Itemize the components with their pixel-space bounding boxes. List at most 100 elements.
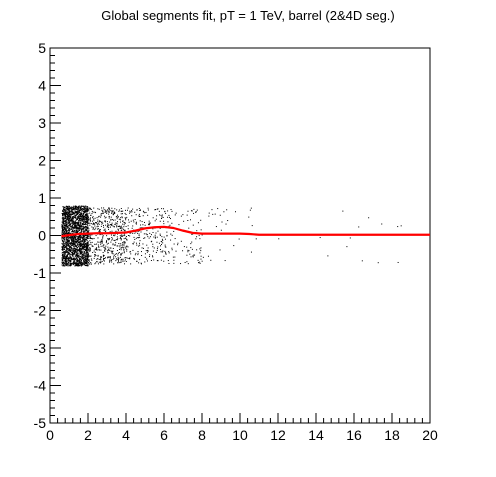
- scatter-point: [84, 208, 86, 210]
- scatter-point: [77, 221, 79, 223]
- scatter-point: [67, 245, 69, 247]
- scatter-point: [94, 254, 96, 256]
- scatter-point: [81, 205, 83, 207]
- scatter-point: [77, 264, 79, 266]
- scatter-point: [127, 228, 129, 230]
- scatter-point: [92, 227, 94, 229]
- scatter-point: [75, 264, 77, 266]
- scatter-point: [101, 239, 103, 241]
- scatter-point: [67, 250, 69, 252]
- scatter-point: [87, 245, 89, 247]
- scatter-point: [85, 251, 87, 253]
- scatter-point: [78, 237, 80, 239]
- scatter-point: [119, 256, 121, 258]
- scatter-point: [70, 206, 72, 208]
- scatter-point: [159, 227, 161, 229]
- scatter-point: [86, 242, 88, 244]
- scatter-point: [136, 244, 138, 246]
- scatter-point: [74, 244, 76, 246]
- scatter-point: [94, 225, 96, 227]
- scatter-point: [141, 227, 143, 229]
- scatter-point: [81, 250, 83, 252]
- scatter-point: [72, 258, 74, 260]
- scatter-point: [64, 219, 66, 221]
- scatter-point: [65, 243, 67, 245]
- y-tick-label: 1: [38, 190, 46, 206]
- scatter-point: [112, 210, 114, 212]
- scatter-point: [71, 208, 73, 210]
- scatter-point: [68, 221, 70, 223]
- scatter-point: [161, 243, 162, 245]
- scatter-point: [108, 213, 110, 215]
- scatter-point: [89, 263, 91, 265]
- scatter-point: [73, 230, 75, 232]
- scatter-point: [174, 214, 176, 216]
- scatter-point: [156, 208, 158, 210]
- scatter-point: [67, 241, 69, 243]
- scatter-point: [121, 247, 123, 249]
- scatter-point: [84, 235, 86, 237]
- scatter-point: [158, 242, 160, 244]
- scatter-point: [162, 242, 164, 244]
- scatter-point: [149, 236, 151, 238]
- scatter-point: [126, 249, 128, 251]
- scatter-point: [85, 217, 87, 219]
- scatter-point: [81, 251, 83, 253]
- scatter-point: [118, 243, 120, 245]
- scatter-point: [74, 215, 76, 217]
- scatter-point: [147, 250, 149, 252]
- scatter-point: [201, 260, 203, 262]
- scatter-point: [62, 220, 64, 222]
- scatter-points: [61, 205, 402, 267]
- scatter-point: [83, 216, 85, 218]
- scatter-point: [78, 228, 80, 230]
- scatter-point: [227, 220, 229, 222]
- scatter-point: [130, 211, 132, 213]
- scatter-point: [74, 239, 76, 241]
- scatter-point: [80, 237, 82, 239]
- scatter-point: [77, 259, 79, 261]
- scatter-point: [106, 240, 108, 242]
- scatter-point: [62, 214, 64, 216]
- scatter-point: [83, 208, 85, 210]
- scatter-point: [81, 240, 83, 242]
- scatter-point: [64, 257, 66, 259]
- scatter-point: [97, 258, 99, 260]
- scatter-point: [66, 255, 68, 257]
- scatter-point: [143, 237, 145, 239]
- scatter-point: [86, 226, 87, 228]
- scatter-point: [114, 244, 116, 246]
- scatter-point: [165, 251, 167, 253]
- scatter-point: [84, 210, 86, 212]
- scatter-point: [82, 224, 84, 226]
- scatter-point: [80, 240, 82, 242]
- scatter-point: [69, 236, 71, 238]
- scatter-point: [74, 211, 76, 213]
- scatter-point: [86, 208, 88, 210]
- chart-title: Global segments fit, pT = 1 TeV, barrel …: [101, 8, 395, 23]
- scatter-point: [168, 225, 170, 227]
- scatter-point: [123, 260, 125, 262]
- scatter-point: [74, 250, 76, 252]
- scatter-point: [75, 258, 77, 260]
- scatter-point: [248, 216, 250, 218]
- scatter-point: [82, 255, 84, 257]
- scatter-point: [221, 221, 223, 223]
- scatter-point: [66, 260, 68, 262]
- scatter-point: [66, 218, 68, 220]
- scatter-point: [86, 243, 88, 245]
- scatter-point: [188, 227, 190, 229]
- scatter-point: [63, 247, 65, 249]
- scatter-point: [75, 231, 77, 233]
- scatter-point: [79, 257, 81, 259]
- scatter-point: [67, 218, 69, 220]
- scatter-point: [67, 232, 69, 234]
- scatter-point: [81, 253, 83, 255]
- scatter-point: [86, 208, 88, 210]
- scatter-point: [83, 227, 85, 229]
- scatter-point: [81, 254, 83, 256]
- scatter-point: [62, 244, 64, 245]
- scatter-point: [85, 259, 87, 261]
- scatter-point: [120, 243, 122, 245]
- scatter-point: [109, 260, 111, 262]
